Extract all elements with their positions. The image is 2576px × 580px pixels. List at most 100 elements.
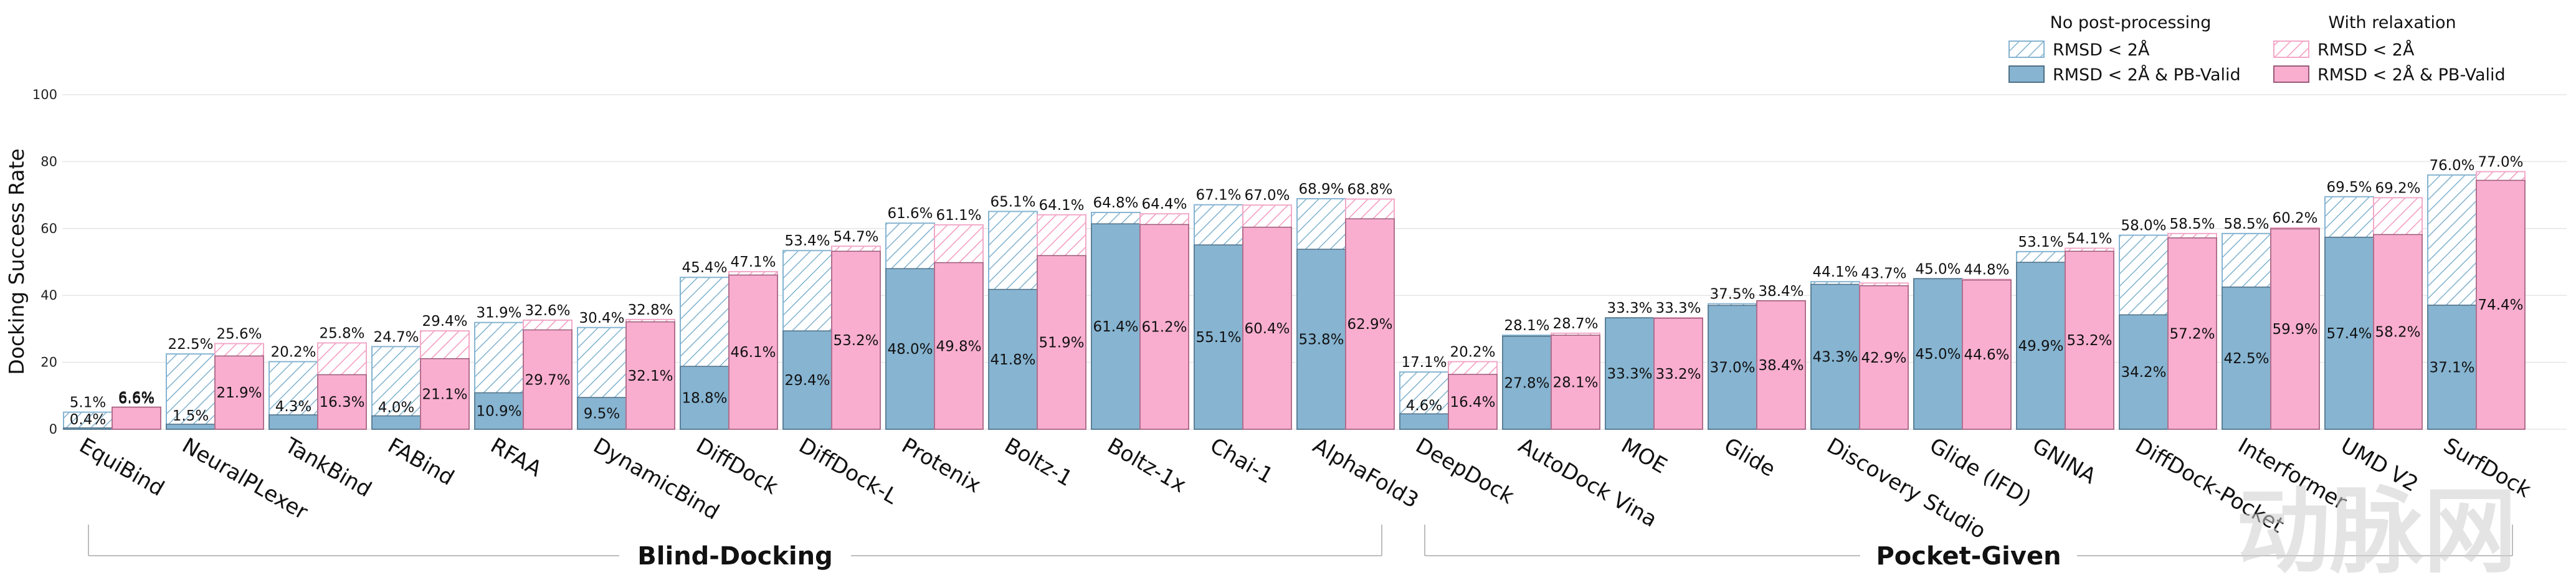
label-relax-rmsd: 47.1% xyxy=(730,254,776,270)
label-no-pp-valid: 4.0% xyxy=(378,400,414,416)
bar-relax-valid xyxy=(728,274,778,430)
label-no-pp-rmsd: 45.0% xyxy=(1915,261,1961,277)
legend-label-relax-rmsd: RMSD < 2Å xyxy=(2317,40,2415,60)
label-no-pp-rmsd: 5.1% xyxy=(70,395,106,411)
label-relax-valid: 28.1% xyxy=(1552,375,1598,391)
category-label: RFAA xyxy=(487,433,546,482)
bar-no-pp-valid xyxy=(1194,244,1243,430)
label-no-pp-rmsd: 31.9% xyxy=(476,305,521,321)
category-label: Protenix xyxy=(898,433,986,498)
label-relax-valid: 49.8% xyxy=(936,338,981,354)
label-no-pp-valid: 43.3% xyxy=(1812,349,1858,366)
legend-label-no-pp-rmsd: RMSD < 2Å xyxy=(2053,40,2150,60)
label-relax-valid: 60.4% xyxy=(1244,321,1290,337)
bar-relax-valid xyxy=(214,355,264,430)
label-relax-valid: 46.1% xyxy=(730,345,776,361)
label-relax-valid: 38.4% xyxy=(1758,358,1804,374)
bar-relax-valid xyxy=(1756,300,1806,430)
y-tick-label: 20 xyxy=(40,355,57,370)
bar-relax-valid xyxy=(1448,374,1498,430)
category-label: FABind xyxy=(384,433,459,490)
label-no-pp-valid: 61.4% xyxy=(1093,319,1138,335)
label-no-pp-valid: 41.8% xyxy=(990,352,1035,368)
label-no-pp-valid: 27.8% xyxy=(1504,375,1549,391)
legend-header-with-relaxation: With relaxation xyxy=(2328,13,2456,32)
bar-relax-valid xyxy=(1242,226,1292,430)
bar-relax-valid xyxy=(831,250,881,430)
label-relax-rmsd: 29.4% xyxy=(422,313,467,330)
label-relax-rmsd: 32.6% xyxy=(525,303,570,319)
category-label: EquiBind xyxy=(75,433,169,502)
category-label: TankBind xyxy=(280,433,376,503)
label-relax-rmsd: 77.0% xyxy=(2478,155,2523,171)
label-no-pp-rmsd: 53.4% xyxy=(784,233,830,249)
bar-no-pp-valid xyxy=(371,415,421,430)
bar-relax-valid xyxy=(2065,250,2114,430)
group-label: Pocket-Given xyxy=(1876,542,2061,571)
label-relax-rmsd: 54.1% xyxy=(2066,231,2112,247)
label-relax-rmsd: 64.4% xyxy=(1141,196,1187,212)
label-relax-valid: 59.9% xyxy=(2272,321,2317,338)
label-relax-rmsd: 25.8% xyxy=(319,325,364,341)
category-label: AlphaFold3 xyxy=(1309,433,1423,513)
label-no-pp-rmsd: 69.5% xyxy=(2326,179,2372,196)
category-label: Boltz-1 xyxy=(1000,433,1077,492)
label-no-pp-rmsd: 67.1% xyxy=(1195,188,1241,204)
bar-relax-valid xyxy=(2373,234,2423,430)
group-label: Blind-Docking xyxy=(637,542,832,571)
label-relax-rmsd: 38.4% xyxy=(1758,283,1804,300)
bar-relax-valid xyxy=(2167,237,2217,430)
label-no-pp-rmsd: 22.5% xyxy=(168,336,213,353)
bar-relax-valid xyxy=(1345,218,1395,430)
watermark: 动脉网 xyxy=(2236,478,2517,578)
bar-no-pp-valid xyxy=(63,427,113,430)
label-no-pp-valid: 37.0% xyxy=(1709,360,1755,376)
bar-no-pp-valid xyxy=(1296,249,1346,430)
label-relax-valid: 42.9% xyxy=(1861,350,1906,366)
label-no-pp-rmsd: 45.4% xyxy=(682,260,727,276)
category-label: Boltz-1x xyxy=(1103,433,1191,498)
label-relax-rmsd: 32.8% xyxy=(627,302,673,318)
label-relax-rmsd: 54.7% xyxy=(833,229,878,245)
label-relax-rmsd: 25.6% xyxy=(216,326,262,343)
label-relax-valid: 53.2% xyxy=(833,333,878,349)
label-no-pp-rmsd: 61.6% xyxy=(887,206,933,222)
bar-relax-valid xyxy=(420,358,470,430)
category-label: Chai-1 xyxy=(1206,433,1278,488)
bar-relax-valid xyxy=(2270,228,2320,430)
label-no-pp-valid: 55.1% xyxy=(1195,330,1241,346)
bar-no-pp-valid xyxy=(1708,305,1757,430)
bar-no-pp-valid xyxy=(474,392,524,430)
bar-no-pp-valid xyxy=(1913,278,1963,430)
label-no-pp-valid: 42.5% xyxy=(2223,351,2269,367)
label-relax-valid: 32.1% xyxy=(627,368,673,384)
label-no-pp-valid: 9.5% xyxy=(584,406,620,422)
label-relax-rmsd: 6.6% xyxy=(118,390,154,406)
category-label: MOE xyxy=(1617,433,1671,478)
bar-relax-valid xyxy=(2476,179,2526,430)
bar-relax-valid xyxy=(1653,317,1703,430)
label-relax-rmsd: 20.2% xyxy=(1450,345,1495,361)
bar-no-pp-valid xyxy=(680,366,730,430)
label-no-pp-valid: 37.1% xyxy=(2429,359,2474,376)
label-no-pp-rmsd: 76.0% xyxy=(2429,158,2474,174)
label-relax-valid: 51.9% xyxy=(1038,335,1084,351)
label-no-pp-valid: 1.5% xyxy=(173,408,209,424)
bar-relax-valid xyxy=(934,262,984,430)
label-no-pp-valid: 45.0% xyxy=(1915,346,1961,363)
label-no-pp-rmsd: 30.4% xyxy=(579,310,624,326)
label-no-pp-valid: 4.3% xyxy=(275,399,311,415)
label-no-pp-valid: 4.6% xyxy=(1406,397,1442,414)
label-relax-rmsd: 33.3% xyxy=(1655,300,1701,316)
label-no-pp-rmsd: 33.3% xyxy=(1607,300,1652,316)
bar-layer xyxy=(63,171,2526,430)
legend-swatch-relax-valid xyxy=(2273,65,2309,83)
label-relax-valid: 57.2% xyxy=(2169,326,2215,342)
label-relax-valid: 16.3% xyxy=(319,394,364,411)
legend-swatch-no-pp-valid xyxy=(2008,65,2045,83)
label-no-pp-rmsd: 28.1% xyxy=(1504,318,1549,334)
bar-no-pp-valid xyxy=(2324,237,2374,430)
y-tick-label: 0 xyxy=(49,422,57,437)
